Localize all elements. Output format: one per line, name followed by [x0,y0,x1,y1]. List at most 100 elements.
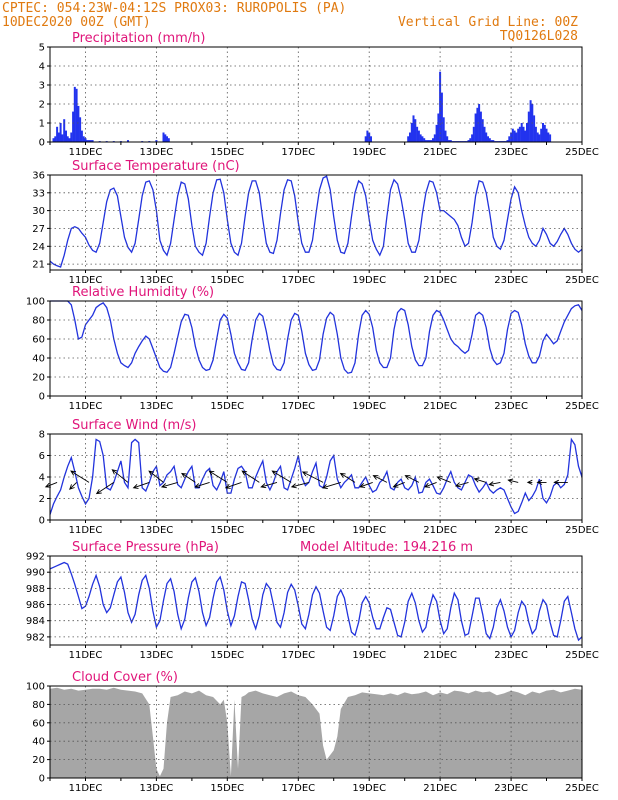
x-tick-label: 11DEC [69,783,103,794]
precip-bar [423,138,426,142]
y-tick-label: 60 [32,335,45,346]
y-tick-label: 0 [39,392,45,403]
precip-bar [72,111,75,142]
x-tick-label: 21DEC [423,275,457,286]
y-tick-label: 100 [26,682,45,693]
y-tick-label: 982 [26,632,45,643]
precip-bar [65,130,67,142]
precip-bar [88,140,90,142]
precip-bar [364,136,367,142]
precip-bar [520,123,523,142]
x-tick-label: 19DEC [352,525,386,536]
precip-bar [73,86,76,142]
pressure-panel: Surface Pressure (hPa) Model Altitude: 19… [26,540,599,661]
precip-bar [444,130,447,142]
wind-arrow [224,481,242,489]
x-tick-label: 25DEC [565,783,599,794]
precip-bar [487,136,489,142]
wind-arrow [473,477,487,483]
x-tick-label: 21DEC [423,401,457,412]
wind-arrow [454,481,469,488]
precip-bar [467,140,470,142]
y-tick-label: 33 [32,188,45,199]
precip-bar [492,140,495,142]
x-tick-label: 17DEC [281,525,315,536]
precip-bar [526,123,528,142]
cloud-frame [49,685,583,779]
x-tick-label: 25DEC [565,525,599,536]
pressure-title: Surface Pressure (hPa) [72,540,219,555]
humidity-title: Relative Humidity (%) [72,285,214,300]
x-tick-label: 11DEC [69,650,103,661]
wind-arrow [111,469,129,483]
wind-arrow [526,479,533,485]
y-tick-label: 27 [32,224,45,235]
precip-bar [511,128,514,142]
wind-arrow [301,471,324,483]
x-tick-label: 19DEC [352,650,386,661]
precip-bar [86,140,89,142]
y-tick-label: 40 [32,354,45,365]
wind-arrow [436,476,451,483]
panels: Precipitation (mm/h) 0 1 2 3 4 5 11DEC 13DEC 15DE… [26,31,599,794]
x-tick-label: 19DEC [352,783,386,794]
precip-bar [469,138,472,142]
precipitation-panel: Precipitation (mm/h) 0 1 2 3 4 5 11DEC 13DEC 15DE… [39,31,599,158]
x-tick-label: 13DEC [140,275,174,286]
wind-arrow [271,470,292,483]
pressure-frame [49,555,583,646]
x-tick-label: 25DEC [565,147,599,158]
wind-arrow [160,481,178,489]
wind-arrow [488,481,501,487]
x-tick-label: 23DEC [494,275,528,286]
precip-bar [529,100,532,142]
humidity-frame [49,300,583,397]
wind-arrow [260,481,278,489]
precip-bar [471,134,474,142]
x-tick-label: 13DEC [140,783,174,794]
x-tick-label: 19DEC [352,275,386,286]
precip-bar [167,138,170,142]
y-tick-label: 21 [32,260,45,271]
x-tick-label: 17DEC [281,650,315,661]
precip-bar [80,130,83,142]
x-tick-label: 25DEC [565,401,599,412]
y-tick-label: 4 [39,62,45,73]
wind-arrow [553,479,568,485]
wind-arrow [132,481,150,489]
y-tick-label: 40 [32,737,45,748]
precip-bar [472,126,475,142]
wind-title: Surface Wind (m/s) [72,418,196,433]
precip-bar [75,88,78,142]
precip-bar [426,140,429,142]
pressure-annotation: Model Altitude: 194.216 m [300,540,473,555]
y-tick-label: 3 [39,81,45,92]
precip-bar [127,140,129,142]
wind-arrow [69,482,77,490]
precip-bar [538,134,541,142]
y-tick-label: 6 [39,451,45,462]
wind-arrow [290,481,310,489]
x-tick-label: 21DEC [423,525,457,536]
x-tick-label: 15DEC [210,783,244,794]
wind-arrow [423,481,437,488]
precip-bar [549,134,552,142]
precip-bar [370,136,372,142]
precip-bar [522,126,525,142]
y-tick-label: 24 [32,242,45,253]
wind-arrow [148,470,164,483]
wind-arrow [392,481,405,488]
temperature-title: Surface Temperature (nC) [72,159,240,174]
precip-bar [513,130,516,142]
precip-bar [54,136,57,142]
precip-bar [547,132,550,142]
precip-bar [474,113,477,142]
precip-bar [77,105,80,142]
temperature-panel: Surface Temperature (nC) 21 24 27 30 33 36 11DE… [32,159,599,286]
y-tick-label: 20 [32,373,45,384]
y-tick-label: 5 [39,43,45,54]
wind-arrow [404,475,420,483]
precip-bar [59,123,62,142]
precip-bar [63,119,66,142]
wind-arrow [507,478,519,484]
